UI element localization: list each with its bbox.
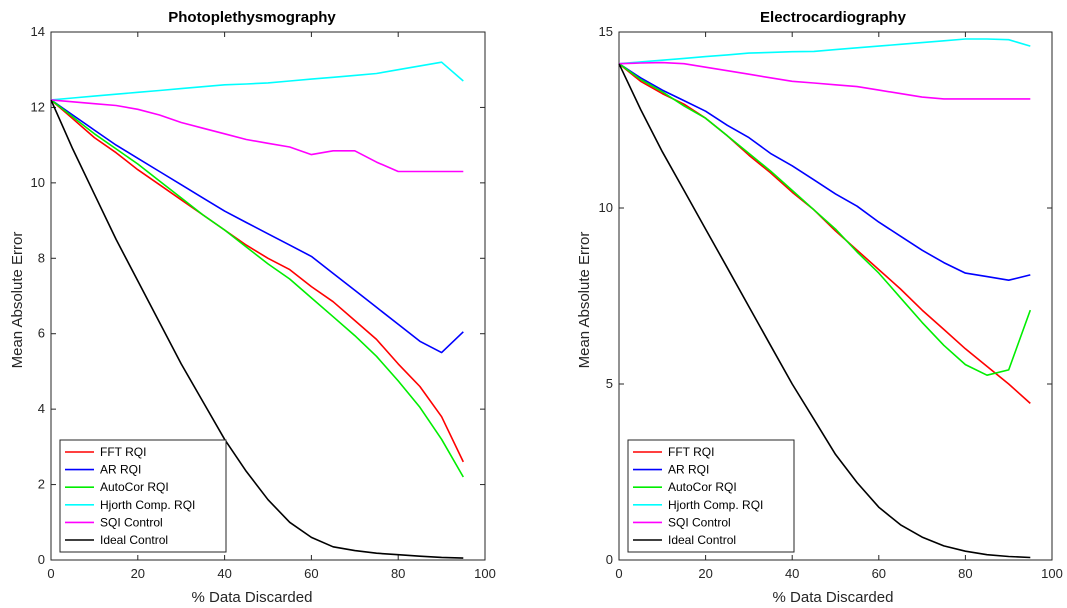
y-axis-label: Mean Absolute Error	[9, 232, 26, 369]
legend: FFT RQI AR RQI AutoCor RQI Hjorth Comp. RQI…	[627, 439, 795, 553]
y-tick-label: 12	[31, 99, 45, 114]
x-tick-label: 20	[131, 566, 145, 581]
series-line-hjorth-comp-rqi	[50, 61, 464, 101]
legend-label: SQI Control	[668, 515, 731, 529]
x-tick-label: 100	[474, 566, 496, 581]
y-tick-label: 10	[31, 175, 45, 190]
series-line-fft-rqi	[50, 99, 465, 463]
legend-label: AR RQI	[100, 463, 141, 477]
legend-label: AutoCor RQI	[100, 480, 169, 494]
x-tick-label: 80	[958, 566, 972, 581]
axes-box	[50, 31, 486, 561]
legend: FFT RQI AR RQI AutoCor RQI Hjorth Comp. RQI…	[59, 439, 227, 553]
y-tick-label: 2	[38, 477, 45, 492]
axes-box	[618, 31, 1053, 561]
x-tick-label: 40	[785, 566, 799, 581]
series-line-ideal-control	[50, 99, 464, 559]
x-axis-label: % Data Discarded	[773, 589, 894, 606]
legend-label: Hjorth Comp. RQI	[668, 498, 763, 512]
x-tick-label: 80	[391, 566, 405, 581]
series-line-autocor-rqi	[618, 63, 1032, 377]
series-line-fft-rqi	[618, 63, 1031, 404]
chart-electrocardiography: Electrocardiography % Data Discarded Mea…	[576, 9, 1063, 606]
y-tick-label: 4	[38, 401, 45, 416]
y-tick-label: 8	[38, 250, 45, 265]
y-tick-label: 10	[599, 200, 613, 215]
series-line-autocor-rqi	[50, 99, 464, 478]
series-line-hjorth-comp-rqi	[618, 38, 1031, 65]
plot-area: 0 20 40 60 80 100 0 2 4 6 8 10 12 14 FFT RQI AR RQI Auto…	[31, 24, 496, 581]
legend-box	[627, 439, 795, 553]
chart-photoplethysmography: Photoplethysmography % Data Discarded Me…	[9, 9, 496, 606]
x-axis-label: % Data Discarded	[192, 589, 313, 606]
series-line-ar-rqi	[50, 99, 464, 354]
y-axis-label: Mean Absolute Error	[576, 232, 593, 369]
series-line-sqi-control	[50, 99, 464, 173]
x-tick-label: 100	[1041, 566, 1063, 581]
legend-label: SQI Control	[100, 515, 163, 529]
y-tick-label: 15	[599, 24, 613, 39]
legend-label: Hjorth Comp. RQI	[100, 498, 195, 512]
legend-label: AR RQI	[668, 463, 709, 477]
x-tick-label: 60	[304, 566, 318, 581]
y-tick-label: 6	[38, 326, 45, 341]
legend-label: FFT RQI	[100, 445, 146, 459]
x-tick-label: 20	[698, 566, 712, 581]
chart-title: Electrocardiography	[760, 9, 907, 26]
legend-label: FFT RQI	[668, 445, 714, 459]
y-tick-label: 14	[31, 24, 45, 39]
x-tick-label: 40	[217, 566, 231, 581]
x-tick-label: 0	[47, 566, 54, 581]
legend-label: Ideal Control	[100, 533, 168, 547]
chart-title: Photoplethysmography	[168, 9, 336, 26]
series-line-sqi-control	[618, 61, 1031, 100]
legend-label: Ideal Control	[668, 533, 736, 547]
plot-area: 0 20 40 60 80 100 0 5 10 15 FFT RQI AR RQI AutoCor R…	[599, 24, 1063, 581]
legend-box	[59, 439, 227, 553]
x-tick-label: 60	[872, 566, 886, 581]
series-line-ideal-control	[618, 63, 1031, 559]
y-tick-label: 0	[606, 552, 613, 567]
series-line-ar-rqi	[618, 63, 1031, 282]
y-tick-label: 5	[606, 376, 613, 391]
y-tick-label: 0	[38, 552, 45, 567]
legend-label: AutoCor RQI	[668, 480, 737, 494]
x-tick-label: 0	[615, 566, 622, 581]
